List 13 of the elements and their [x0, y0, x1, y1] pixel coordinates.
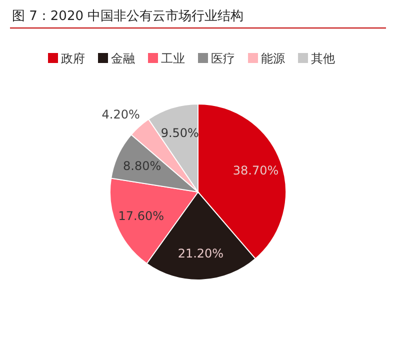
data-label: 17.60% [118, 208, 164, 223]
chart-title: 图 7：2020 中国非公有云市场行业结构 [12, 9, 244, 24]
legend-label: 金融 [111, 52, 135, 66]
legend-label: 能源 [261, 52, 285, 66]
legend-label: 其他 [311, 52, 335, 66]
legend-label: 政府 [61, 52, 85, 66]
data-label: 4.20% [102, 108, 140, 122]
data-label: 8.80% [123, 159, 162, 174]
data-label: 21.20% [178, 246, 224, 261]
data-label: 38.70% [232, 164, 279, 178]
legend-label: 工业 [161, 52, 185, 66]
legend-label: 医疗 [211, 52, 235, 66]
data-label: 9.50% [160, 126, 199, 140]
